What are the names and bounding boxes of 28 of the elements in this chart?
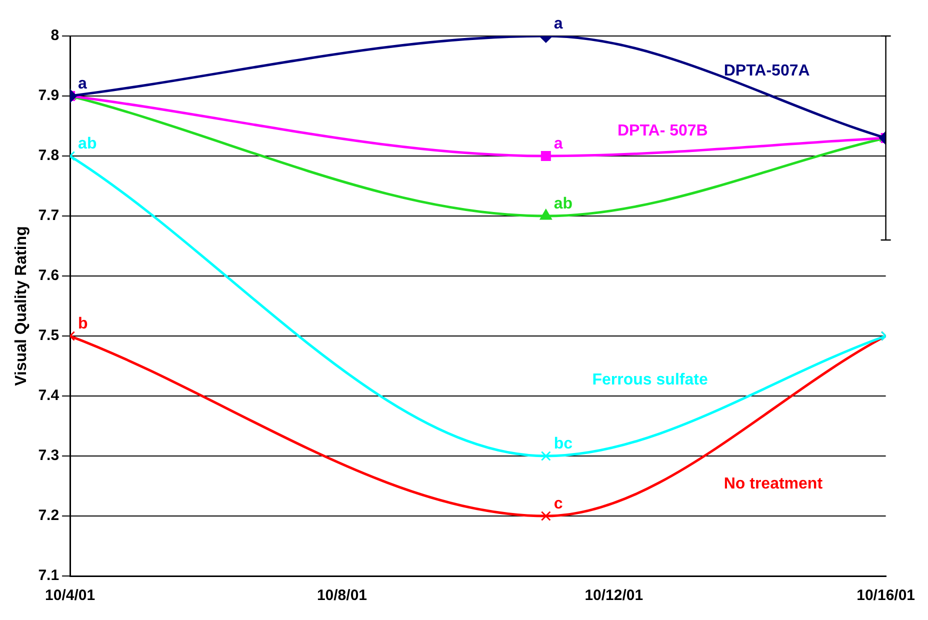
x-tick-label: 10/16/01 bbox=[856, 587, 915, 604]
annotation: b bbox=[78, 315, 88, 332]
y-tick-label: 7.6 bbox=[38, 267, 60, 284]
y-tick-label: 7.9 bbox=[38, 87, 60, 104]
annotation: c bbox=[554, 495, 563, 512]
y-tick-label: 7.8 bbox=[38, 147, 60, 164]
y-tick-label: 7.4 bbox=[38, 387, 60, 404]
point bbox=[540, 151, 551, 161]
y-tick-label: 7.2 bbox=[38, 507, 60, 524]
y-tick-label: 7.7 bbox=[38, 207, 60, 224]
series-label: No treatment bbox=[724, 475, 824, 492]
annotation: a bbox=[554, 15, 563, 32]
x-tick-label: 10/8/01 bbox=[316, 587, 367, 604]
annotation: a bbox=[78, 75, 88, 92]
series-label: DPTA- 507B bbox=[617, 122, 708, 140]
x-tick-label: 10/12/01 bbox=[584, 587, 644, 604]
y-tick-label: 7.3 bbox=[38, 447, 60, 464]
series-label: DPTA-507A bbox=[724, 62, 810, 80]
y-tick-label: 8 bbox=[50, 27, 60, 44]
annotation: ab bbox=[554, 195, 573, 212]
series-label: Ferrous sulfate bbox=[592, 371, 708, 388]
y-tick-label: 7.1 bbox=[38, 567, 60, 584]
y-axis-title: Visual Quality Rating bbox=[13, 226, 30, 386]
annotation: ab bbox=[78, 135, 97, 152]
annotation: a bbox=[554, 135, 563, 152]
annotation: bc bbox=[554, 435, 573, 452]
x-tick-label: 10/4/01 bbox=[45, 587, 96, 604]
y-tick-label: 7.5 bbox=[38, 327, 60, 344]
